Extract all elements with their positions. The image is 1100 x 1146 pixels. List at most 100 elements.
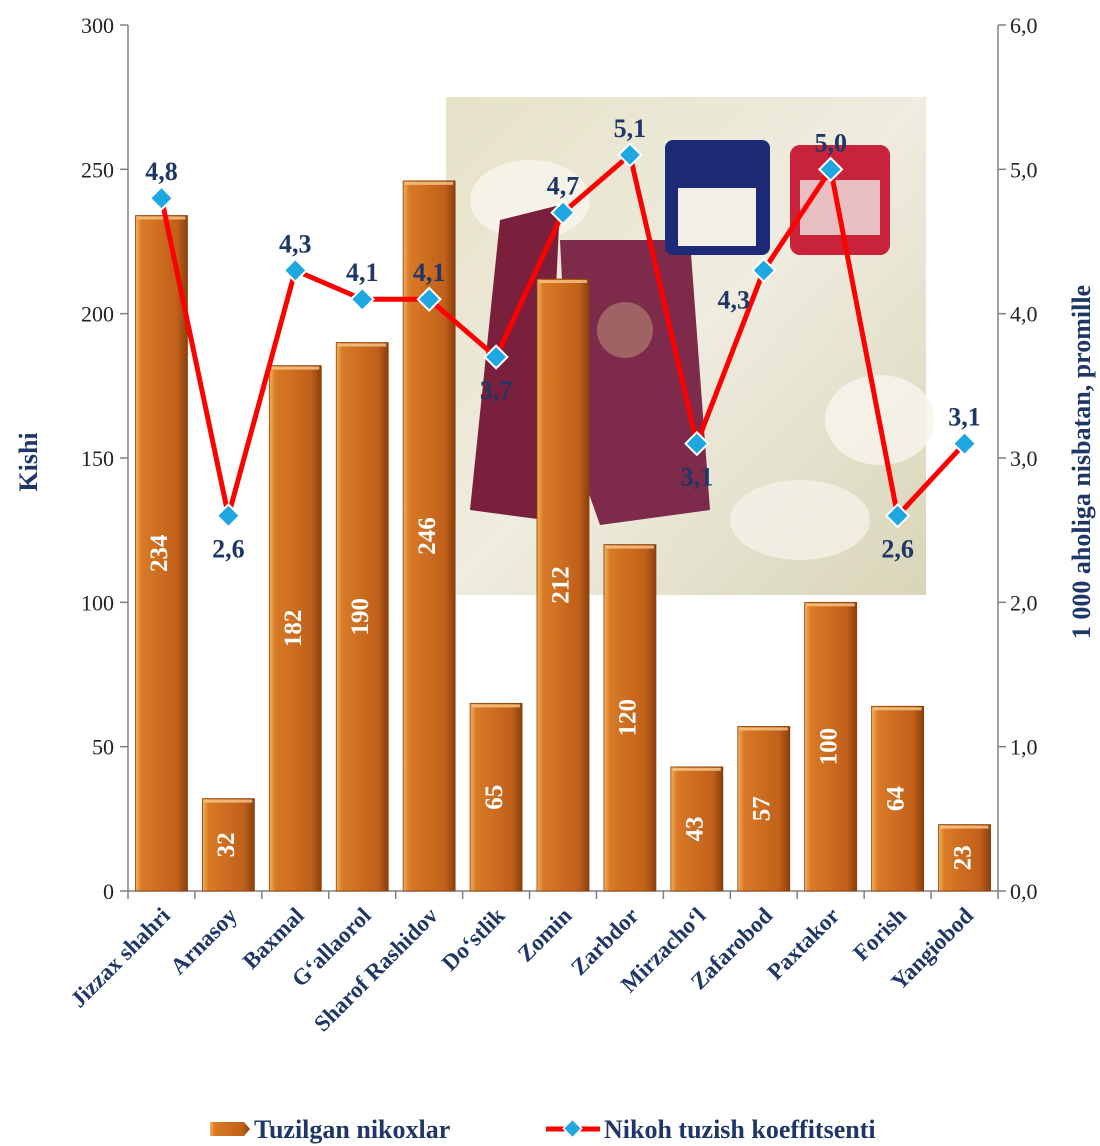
bar-highlight (204, 799, 253, 803)
y2-tick-label: 4,0 (1010, 302, 1038, 327)
line-marker (617, 142, 643, 168)
legend-bar-swatch (210, 1122, 250, 1136)
bar-highlight (137, 216, 186, 220)
legend-label-line: Nikoh tuzish koeffitsenti (604, 1115, 876, 1144)
line-marker (483, 344, 509, 370)
y2-tick-label: 2,0 (1010, 590, 1038, 615)
line-marker (817, 156, 844, 183)
x-category-label: Zomin (513, 903, 577, 967)
line-value-label: 4,3 (279, 229, 312, 258)
bar (268, 365, 322, 892)
line-value-label: 2,6 (881, 535, 914, 564)
y-tick-label: 200 (81, 302, 114, 327)
bar (201, 798, 255, 892)
line-marker (684, 430, 710, 457)
bar-value-label: 65 (481, 785, 508, 810)
x-category-label: Jizzax shahri (66, 902, 176, 1012)
y2-tick-label: 3,0 (1010, 446, 1038, 471)
bar (938, 824, 991, 892)
legend-item-bars: Tuzilgan nikoxlar (210, 1115, 450, 1144)
legend-label-bars: Tuzilgan nikoxlar (254, 1115, 450, 1144)
bar-highlight (873, 707, 922, 711)
bar (670, 766, 724, 892)
line-value-label: 2,6 (212, 535, 245, 564)
line-marker (751, 257, 777, 284)
bar (135, 215, 188, 892)
bar (737, 726, 791, 892)
legend-item-line: Nikoh tuzish koeffitsenti (546, 1115, 876, 1144)
y2-tick-label: 6,0 (1010, 13, 1038, 38)
legend: Tuzilgan nikoxlar Nikoh tuzish koeffitse… (210, 1115, 876, 1144)
bar-highlight (940, 825, 989, 829)
y2-tick-label: 1,0 (1010, 735, 1038, 760)
bar-value-label: 120 (615, 699, 642, 737)
x-category-label: Arnasoy (166, 903, 243, 980)
bar-highlight (739, 727, 788, 731)
x-category-label: Forish (848, 903, 911, 966)
bar-value-label: 212 (548, 566, 575, 604)
bar-value-label: 246 (414, 517, 441, 555)
y-tick-label: 0 (103, 879, 114, 904)
bar-value-label: 23 (949, 845, 976, 870)
bar-highlight (672, 767, 721, 771)
line-series: 4,8 2,6 4,3 4,1 4,1 3,7 4,7 5,1 3,1 4,3 5,0 2,6 3,1 (145, 114, 981, 564)
y-axis-title: Kishi (14, 432, 43, 491)
line-marker (349, 286, 375, 312)
bar-value-label: 43 (682, 816, 709, 841)
y-tick-label: 50 (92, 735, 114, 760)
x-category-label: Do‘stlik (437, 903, 510, 976)
bar-highlight (605, 545, 654, 549)
line-marker (884, 503, 911, 529)
line-value-label: 5,0 (814, 128, 847, 157)
line-value-label: 4,7 (547, 172, 580, 201)
line-value-label: 3,1 (681, 463, 714, 492)
x-category-label: Sharof Rashidov (309, 903, 443, 1037)
bars: 234 32 182 190 246 65 212 120 43 57 100 64 23 (135, 180, 991, 892)
bar-value-label: 190 (347, 598, 374, 636)
y2-axis-title: 1 000 aholiga nisbatan, promille (1067, 285, 1096, 639)
bar-highlight (806, 603, 855, 607)
y2-tick-label: 5,0 (1010, 157, 1038, 182)
bar-highlight (338, 343, 387, 347)
bar-value-label: 57 (749, 796, 776, 821)
line-marker (215, 503, 242, 529)
line-marker (550, 199, 576, 226)
legend-marker-swatch (562, 1118, 583, 1139)
bar-highlight (472, 704, 521, 708)
line-value-label: 4,8 (145, 157, 178, 186)
line-value-label: 4,1 (346, 258, 379, 287)
bar (804, 601, 858, 892)
line-value-label: 3,1 (948, 403, 981, 432)
y-tick-label: 250 (81, 157, 114, 182)
bar (871, 705, 925, 892)
line-marker (951, 430, 978, 457)
bar (603, 544, 657, 892)
y-tick-label: 300 (81, 13, 114, 38)
line-value-label: 3,7 (480, 376, 513, 405)
line-value-label: 5,1 (614, 114, 647, 143)
bar-highlight (539, 280, 587, 284)
bar-value-label: 32 (213, 832, 240, 857)
line-value-label: 4,1 (413, 258, 446, 287)
y2-tick-label: 0,0 (1010, 879, 1038, 904)
bar-value-label: 234 (146, 534, 173, 572)
line-marker (282, 257, 309, 284)
ring-box-illustration (665, 140, 890, 255)
y-tick-label: 100 (81, 590, 114, 615)
y-tick-label: 150 (81, 446, 114, 471)
bar (469, 702, 523, 892)
line-marker (416, 286, 442, 312)
line-value-label: 4,3 (718, 285, 751, 314)
bar-highlight (405, 181, 454, 185)
bar-value-label: 182 (280, 610, 307, 648)
line-marker (148, 185, 175, 211)
background-photo (446, 97, 935, 595)
bar (335, 342, 389, 892)
x-category-label: Paxtakor (762, 903, 844, 985)
bar-value-label: 100 (815, 728, 842, 766)
bar-highlight (271, 366, 320, 370)
bar-value-label: 64 (882, 786, 909, 812)
bar (536, 278, 590, 892)
x-axis-labels: Jizzax shahriArnasoyBaxmalG‘allaorolShar… (66, 902, 979, 1036)
